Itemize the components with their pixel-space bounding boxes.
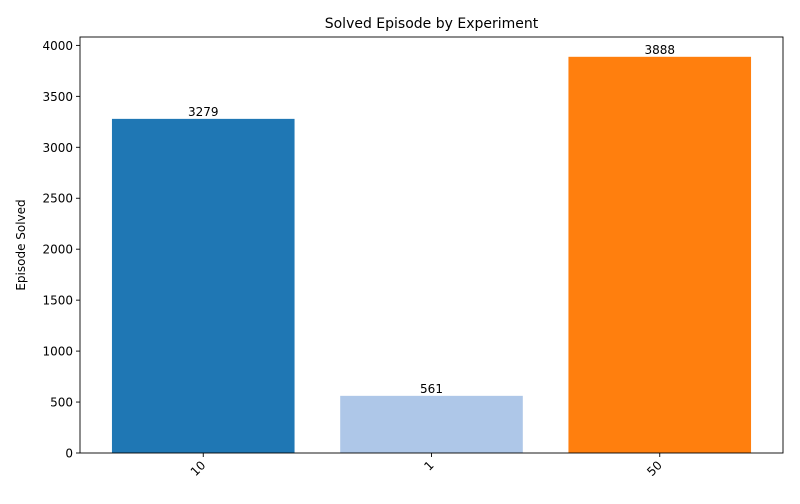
y-tick-label: 1000	[42, 345, 73, 359]
bar-1	[340, 395, 523, 453]
plot-frame	[79, 36, 784, 454]
y-tick-label: 4000	[42, 39, 73, 53]
data-label-1: 561	[420, 382, 443, 396]
data-label-50: 3888	[644, 43, 675, 57]
y-tick-label: 3500	[42, 90, 73, 104]
y-tick-label: 2000	[42, 243, 73, 257]
bar-50	[568, 56, 752, 454]
y-tick-label: 3000	[42, 141, 73, 155]
y-tick-label: 0	[65, 447, 73, 461]
y-axis: 0 500 1000 1500 2000 2500 3000 3500 4000	[42, 39, 80, 461]
y-tick-label: 1500	[42, 294, 73, 308]
y-tick-label: 500	[50, 396, 73, 410]
y-axis-label: Episode Solved	[14, 199, 28, 290]
bar-10	[111, 118, 295, 454]
data-labels-layer: 3279 561 3888	[188, 43, 675, 396]
y-tick-label: 2500	[42, 192, 73, 206]
bars-layer	[111, 56, 752, 454]
chart-title: Solved Episode by Experiment	[325, 16, 539, 32]
data-label-10: 3279	[188, 105, 219, 119]
